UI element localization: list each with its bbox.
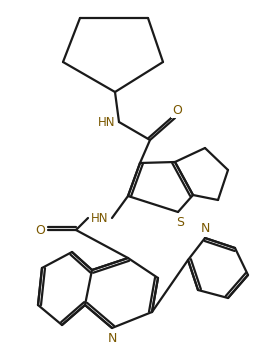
Text: HN: HN [98, 116, 116, 129]
Text: N: N [200, 222, 210, 235]
Text: O: O [172, 104, 182, 117]
Text: HN: HN [91, 212, 109, 225]
Text: O: O [35, 223, 45, 236]
Text: S: S [176, 216, 184, 229]
Text: N: N [107, 331, 117, 344]
